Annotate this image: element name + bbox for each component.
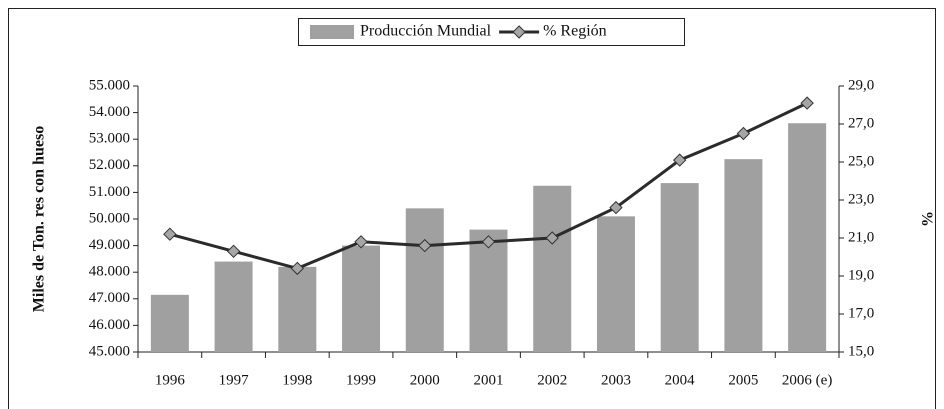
line-marker [290,261,305,276]
x-tick-label: 2001 [474,372,504,388]
y-tick-label: 51.000 [89,184,130,200]
x-tick-label: 1996 [155,372,186,388]
line-marker [163,227,177,241]
y-axis-title: Miles de Ton. res con hueso [31,126,48,312]
y2-tick-label: 19,0 [848,267,874,283]
line-marker [800,96,814,110]
line-marker [418,238,432,253]
x-tick-label: 1997 [219,372,250,388]
y2-tick-label: 23,0 [848,191,874,207]
line-marker [736,126,751,141]
y-tick-label: 55.000 [89,77,130,93]
legend-swatch [310,25,354,39]
x-tick-label: 2004 [665,372,696,388]
bar [724,159,763,352]
x-tick-label: 1999 [346,372,376,388]
bar [150,294,189,352]
bar [788,123,827,353]
line-marker [354,235,368,249]
x-tick-label: 2006 (e) [782,372,832,388]
legend-box [298,18,685,46]
x-tick-label: 2000 [410,372,440,388]
y-tick-label: 53.000 [89,131,130,147]
y-tick-label: 49.000 [89,237,130,253]
x-tick-label: 1998 [282,372,312,388]
y-tick-label: 45.000 [89,343,130,359]
line-marker [672,153,687,167]
line-marker [226,244,241,259]
y2-tick-label: 27,0 [848,115,874,131]
y2-tick-label: 15,0 [848,343,874,359]
line-marker [545,231,559,245]
y2-axis-title: % [920,211,937,227]
y-tick-label: 47.000 [89,290,130,306]
x-tick-label: 2003 [601,372,631,388]
legend-label: % Región [543,23,607,40]
y2-tick-label: 29,0 [848,77,874,93]
y-tick-label: 52.000 [89,157,130,173]
bar [596,216,635,352]
bar [405,208,444,352]
x-tick-label: 2002 [537,372,567,388]
y2-tick-label: 17,0 [848,305,874,321]
line-marker [481,235,496,249]
bar [533,185,572,352]
bar [660,183,699,352]
y-tick-label: 48.000 [89,264,130,280]
legend-label: Producción Mundial [360,23,492,40]
bar [342,245,381,352]
y-tick-label: 50.000 [89,210,130,226]
bar [278,266,317,352]
line-marker [609,200,623,215]
chart-border [8,8,936,409]
y2-tick-label: 21,0 [848,229,874,245]
x-tick-label: 2005 [728,372,758,388]
legend-marker [512,25,526,39]
y-tick-label: 46.000 [89,317,130,333]
y-tick-label: 54.000 [89,104,130,120]
bar [469,229,508,352]
bar [214,261,253,352]
y2-tick-label: 25,0 [848,153,874,169]
